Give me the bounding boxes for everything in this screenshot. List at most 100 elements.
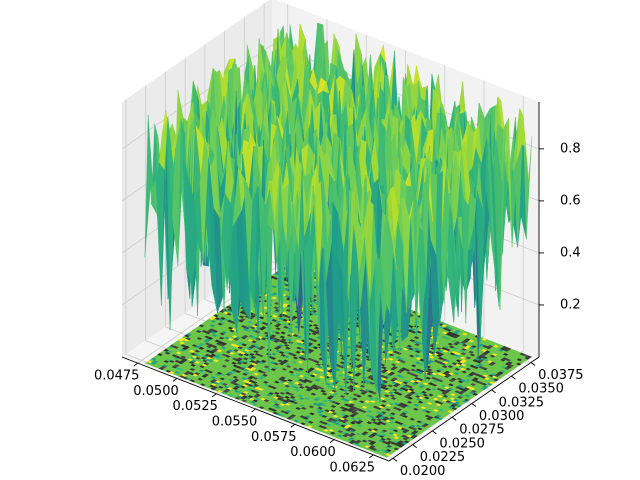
floor-contour-cell <box>193 331 200 335</box>
floor-contour-cell <box>194 349 201 353</box>
floor-contour-cell <box>181 351 187 355</box>
floor-contour-cell <box>248 368 254 372</box>
floor-contour-cell <box>227 308 233 312</box>
floor-contour-cell <box>381 411 387 414</box>
floor-contour-cell <box>474 380 481 383</box>
floor-contour-cell <box>321 392 328 396</box>
floor-contour-cell <box>305 399 312 403</box>
floor-contour-cell <box>280 376 286 380</box>
floor-contour-cell <box>310 392 317 396</box>
floor-contour-cell <box>369 438 375 441</box>
floor-contour-cell <box>252 325 258 328</box>
floor-contour-cell <box>208 366 214 370</box>
floor-contour-cell <box>449 334 455 338</box>
floor-contour-cell <box>428 359 434 363</box>
floor-contour-cell <box>367 428 373 432</box>
floor-contour-cell <box>344 399 351 402</box>
floor-contour-cell <box>244 360 250 363</box>
floor-contour-cell <box>312 312 319 316</box>
floor-contour-cell <box>342 389 348 393</box>
floor-contour-cell <box>386 399 393 403</box>
floor-contour-cell <box>350 417 357 421</box>
floor-contour-cell <box>469 346 475 350</box>
floor-contour-cell <box>350 387 356 391</box>
floor-contour-cell <box>319 416 326 420</box>
floor-contour-cell <box>303 412 310 416</box>
floor-contour-cell <box>414 343 420 347</box>
floor-contour-cell <box>478 354 485 358</box>
floor-contour-cell <box>391 347 398 351</box>
floor-contour-cell <box>477 374 483 378</box>
floor-contour-cell <box>397 426 403 430</box>
floor-contour-cell <box>206 356 212 360</box>
floor-contour-cell <box>211 345 218 349</box>
floor-contour-cell <box>339 388 345 391</box>
floor-contour-cell <box>166 354 172 358</box>
floor-contour-cell <box>312 384 318 388</box>
floor-contour-cell <box>296 335 302 339</box>
floor-contour-cell <box>441 380 447 384</box>
floor-contour-cell <box>406 412 413 415</box>
floor-contour-cell <box>197 344 203 347</box>
floor-contour-cell <box>502 346 508 349</box>
floor-contour-cell <box>257 381 263 384</box>
floor-contour-cell <box>292 315 298 319</box>
floor-contour-cell <box>382 369 389 372</box>
y-tick-label: 0.0350 <box>518 382 564 397</box>
floor-contour-cell <box>224 314 230 317</box>
floor-contour-cell <box>313 342 319 345</box>
floor-contour-cell <box>448 327 454 331</box>
floor-contour-cell <box>245 396 252 400</box>
floor-contour-cell <box>447 387 454 391</box>
floor-contour-cell <box>440 321 446 325</box>
floor-contour-cell <box>337 430 344 433</box>
floor-contour-cell <box>310 374 316 378</box>
floor-contour-cell <box>294 388 301 392</box>
floor-contour-cell <box>203 362 210 366</box>
floor-contour-cell <box>451 332 457 336</box>
floor-contour-cell <box>327 370 333 373</box>
floor-contour-cell <box>284 396 290 399</box>
floor-contour-cell <box>333 421 339 425</box>
floor-contour-cell <box>350 428 357 432</box>
floor-contour-cell <box>339 354 345 358</box>
floor-contour-cell <box>337 419 344 422</box>
floor-contour-cell <box>294 400 301 403</box>
floor-contour-cell <box>251 351 257 355</box>
floor-contour-cell <box>441 358 447 362</box>
floor-contour-cell <box>438 352 445 356</box>
floor-contour-cell <box>353 400 360 404</box>
floor-contour-cell <box>390 442 397 445</box>
floor-contour-cell <box>415 350 421 354</box>
floor-contour-cell <box>310 340 316 344</box>
floor-contour-cell <box>240 325 247 328</box>
floor-contour-cell <box>413 336 420 340</box>
floor-contour-cell <box>425 388 431 391</box>
floor-contour-cell <box>287 374 294 378</box>
floor-contour-cell <box>229 329 235 333</box>
floor-contour-cell <box>295 328 301 332</box>
floor-contour-cell <box>175 355 181 359</box>
floor-contour-cell <box>411 416 418 420</box>
floor-contour-cell <box>298 397 305 400</box>
floor-contour-cell <box>381 400 387 403</box>
floor-contour-cell <box>223 374 230 378</box>
floor-contour-cell <box>483 370 489 373</box>
floor-contour-cell <box>334 368 341 372</box>
floor-contour-cell <box>462 332 468 336</box>
floor-contour-cell <box>360 380 366 384</box>
floor-contour-cell <box>421 402 427 405</box>
floor-contour-cell <box>207 329 213 333</box>
floor-contour-cell <box>390 367 396 371</box>
floor-contour-cell <box>491 375 498 379</box>
floor-contour-cell <box>217 311 223 315</box>
floor-contour-cell <box>316 410 323 414</box>
floor-contour-cell <box>293 419 299 423</box>
floor-contour-cell <box>419 421 426 425</box>
floor-contour-cell <box>401 412 407 416</box>
floor-contour-cell <box>191 377 198 381</box>
floor-contour-cell <box>410 364 417 368</box>
floor-contour-cell <box>500 365 507 369</box>
floor-contour-cell <box>272 366 279 370</box>
floor-contour-cell <box>390 356 396 360</box>
